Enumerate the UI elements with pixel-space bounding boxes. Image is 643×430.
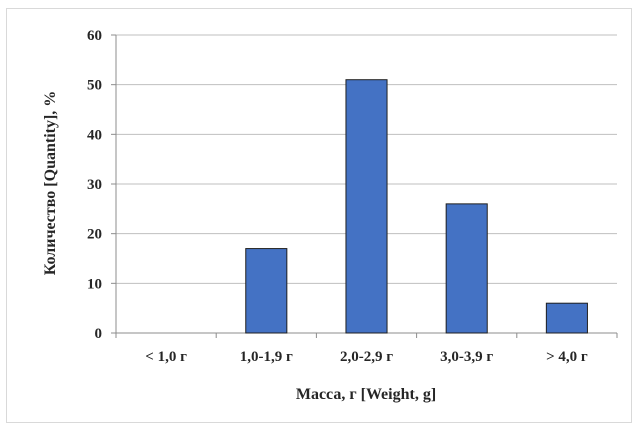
y-axis-title: Количество [Quantity], % <box>42 91 59 276</box>
y-tick-label: 0 <box>95 326 103 342</box>
x-tick-label: > 4,0 г <box>546 349 588 365</box>
bar <box>545 302 588 334</box>
y-tick-label: 40 <box>87 127 102 143</box>
y-tick-label: 10 <box>87 276 102 292</box>
bar <box>445 203 488 334</box>
x-tick-label: 1,0-1,9 г <box>240 349 293 365</box>
x-tick-label: 3,0-3,9 г <box>440 349 493 365</box>
y-tick-label: 50 <box>87 78 102 94</box>
bars <box>245 79 588 334</box>
y-tick-label: 30 <box>87 177 102 193</box>
x-tick-label: < 1,0 г <box>145 349 187 365</box>
chart-frame <box>6 8 632 423</box>
y-tick-labels: 0 10 20 30 40 50 60 <box>87 28 102 342</box>
y-tick-label: 20 <box>87 227 102 243</box>
bar <box>345 79 388 334</box>
bar <box>245 248 288 334</box>
x-axis-title: Масса, г [Weight, g] <box>296 386 436 403</box>
y-tick-label: 60 <box>87 28 102 44</box>
x-tick-labels: < 1,0 г 1,0-1,9 г 2,0-2,9 г 3,0-3,9 г > 4,0 … <box>115 333 618 365</box>
x-tick-label: 2,0-2,9 г <box>340 349 393 365</box>
